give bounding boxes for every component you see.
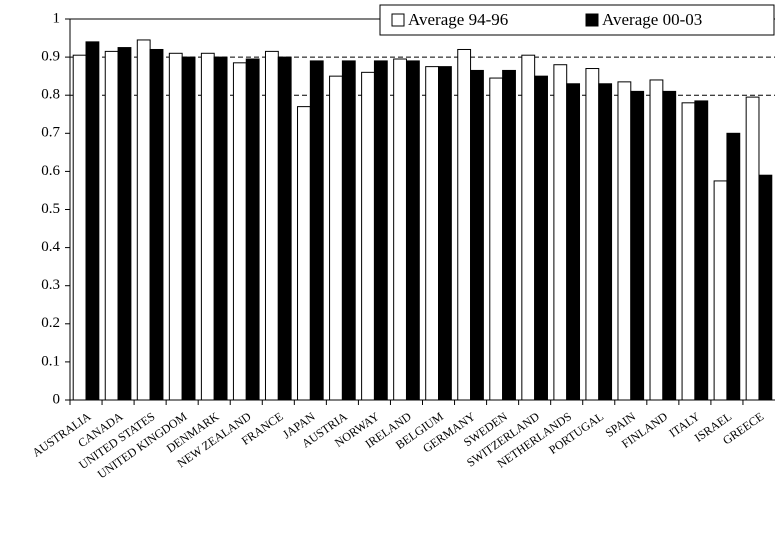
legend-label: Average 00-03 bbox=[602, 10, 702, 29]
bar bbox=[745, 96, 760, 401]
y-tick-label: 0.5 bbox=[41, 201, 60, 217]
bar bbox=[329, 75, 343, 401]
bar bbox=[277, 56, 292, 401]
bar bbox=[405, 60, 420, 401]
bar bbox=[566, 83, 581, 401]
y-tick-label: 0.3 bbox=[41, 277, 60, 293]
legend-swatch bbox=[585, 13, 599, 27]
legend-swatch bbox=[391, 13, 405, 27]
bar bbox=[758, 174, 773, 401]
bar bbox=[713, 180, 728, 401]
bar bbox=[553, 64, 568, 401]
bar bbox=[457, 48, 472, 401]
bar bbox=[438, 66, 452, 401]
bar bbox=[309, 60, 324, 401]
bar bbox=[72, 54, 87, 401]
y-tick-label: 0.6 bbox=[41, 163, 60, 179]
bar bbox=[598, 83, 613, 401]
bar bbox=[617, 81, 632, 401]
bar bbox=[630, 90, 645, 401]
y-tick-label: 0 bbox=[53, 391, 61, 407]
bar bbox=[181, 56, 196, 401]
bar bbox=[585, 68, 600, 401]
bar bbox=[662, 90, 677, 401]
y-tick-label: 1 bbox=[53, 10, 61, 26]
bar bbox=[373, 60, 388, 401]
bar bbox=[681, 102, 696, 401]
legend-label: Average 94-96 bbox=[408, 10, 508, 29]
legend: Average 94-96 Average 00-03 bbox=[379, 4, 775, 36]
y-tick-label: 0.7 bbox=[41, 125, 60, 141]
y-tick-label: 0.8 bbox=[41, 87, 60, 103]
bar bbox=[726, 132, 741, 401]
y-tick-label: 0.2 bbox=[41, 315, 60, 331]
bar bbox=[425, 66, 440, 401]
bar bbox=[200, 52, 215, 401]
bar bbox=[470, 69, 484, 401]
bar bbox=[232, 62, 247, 401]
bar bbox=[213, 56, 228, 401]
bar bbox=[149, 48, 164, 401]
bar bbox=[361, 71, 375, 401]
bar bbox=[168, 52, 183, 401]
bar bbox=[85, 41, 100, 401]
bar bbox=[245, 58, 260, 401]
bar bbox=[393, 58, 407, 401]
y-tick-label: 0.1 bbox=[41, 353, 60, 369]
bar bbox=[534, 75, 548, 401]
bar bbox=[136, 39, 151, 401]
bar bbox=[297, 106, 311, 401]
bar bbox=[489, 77, 504, 401]
y-tick-label: 0.4 bbox=[41, 239, 60, 255]
bar bbox=[502, 69, 516, 401]
bar bbox=[264, 50, 279, 401]
bar bbox=[117, 47, 132, 401]
bar bbox=[694, 100, 709, 401]
y-tick-label: 0.9 bbox=[41, 49, 60, 65]
bar bbox=[104, 50, 119, 401]
bar bbox=[341, 60, 356, 401]
legend-box bbox=[379, 4, 775, 36]
bar bbox=[521, 54, 536, 401]
bar bbox=[649, 79, 664, 401]
